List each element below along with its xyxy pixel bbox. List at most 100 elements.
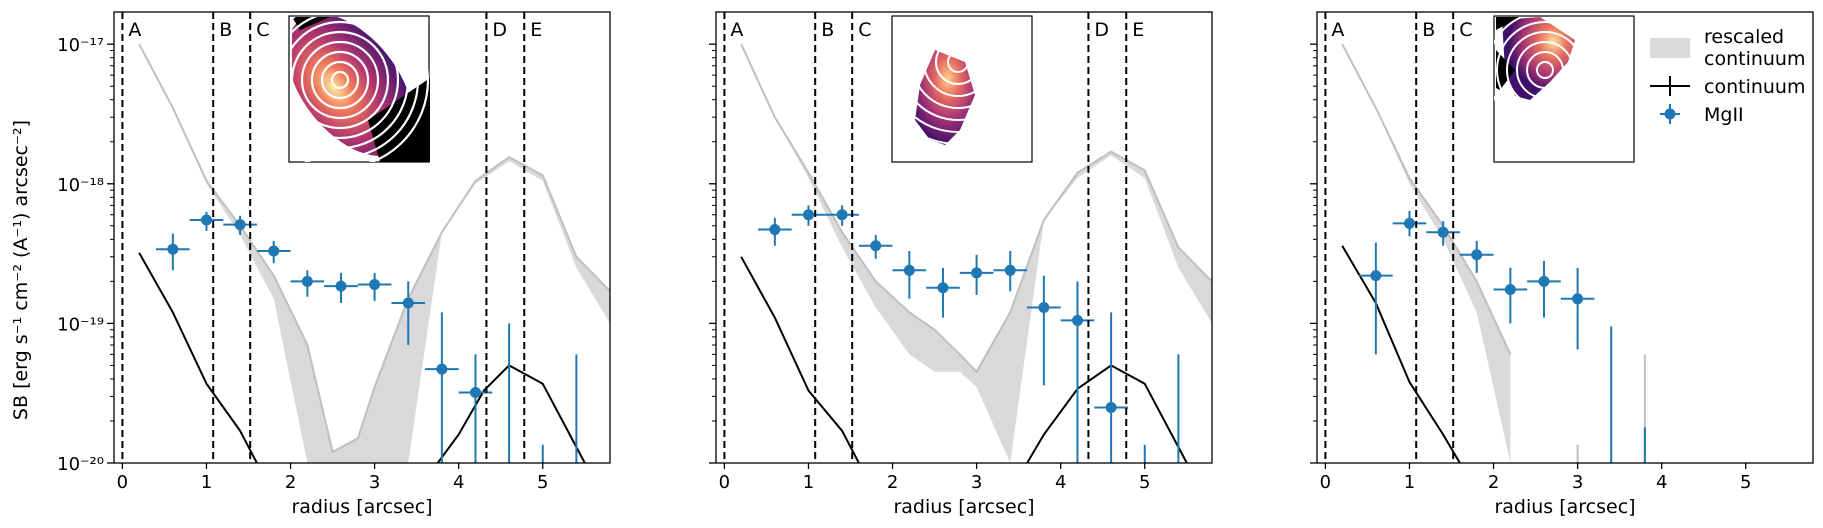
mgii-point [369, 278, 381, 290]
rescaled-continuum-line [1341, 43, 1512, 355]
rescaled-continuum-band [741, 44, 1212, 463]
region-label-e: E [1132, 19, 1144, 41]
panel-middle: A B C D E 0 1 2 3 4 5 radius [arcsec] [709, 11, 1213, 518]
plot-area [1341, 43, 1646, 463]
region-label-e: E [530, 19, 542, 41]
mgii-point [200, 214, 212, 226]
mgii-point [167, 243, 179, 255]
rescaled-continuum-line [740, 43, 1212, 374]
mgii-point [1538, 275, 1550, 287]
mgii-point [301, 275, 313, 287]
mgii-point [1105, 401, 1117, 413]
region-label-c: C [256, 19, 269, 41]
mgii-point [1038, 301, 1050, 313]
x-tick-label: 3 [369, 472, 380, 493]
y-tick-label: 10⁻¹⁸ [57, 175, 104, 196]
mgii-point [1004, 264, 1016, 276]
x-tick-label: 4 [1656, 472, 1667, 493]
x-axis-label: radius [arcsec] [893, 496, 1034, 518]
x-tick-label: 3 [1572, 472, 1583, 493]
x-tick-label: 5 [537, 472, 548, 493]
x-tick-label: 3 [971, 472, 982, 493]
x-tick-label: 5 [1740, 472, 1751, 493]
mgii-point [971, 267, 983, 279]
x-tick-label: 5 [1139, 472, 1150, 493]
x-tick-label: 0 [1320, 472, 1331, 493]
region-label-d: D [492, 19, 507, 41]
inset-image-middle [891, 15, 1033, 163]
region-label-c: C [1459, 19, 1472, 41]
legend-swatch-rescaled [1650, 38, 1690, 58]
plot-area [138, 43, 610, 463]
mgii-point [335, 280, 347, 292]
x-tick-label: 1 [1404, 472, 1415, 493]
legend-entry-mgii: MgII [1660, 104, 1744, 126]
y-tick-label: 10⁻¹⁷ [57, 35, 104, 56]
mgii-point [937, 282, 949, 294]
plot-area [740, 43, 1212, 463]
mgii-point [268, 245, 280, 257]
x-axis-label: radius [arcsec] [1494, 496, 1635, 518]
mgii-point [1437, 226, 1449, 238]
region-label-c: C [858, 19, 871, 41]
y-tick-label: 10⁻¹⁹ [57, 314, 104, 335]
inset-image-right [1493, 15, 1635, 163]
x-tick-label: 4 [1055, 472, 1066, 493]
x-tick-label: 1 [803, 472, 814, 493]
axes-frame [715, 11, 1213, 464]
mgii-point [1471, 249, 1483, 261]
rescaled-continuum-band [1342, 44, 1511, 463]
region-label-a: A [730, 19, 743, 41]
legend-swatch-mgii-point [1664, 108, 1676, 120]
continuum-line [1341, 245, 1461, 463]
continuum-line [740, 256, 860, 463]
legend-label-continuum: continuum [1704, 76, 1805, 98]
x-tick-label: 2 [887, 472, 898, 493]
region-label-a: A [128, 19, 141, 41]
mgii-point [1370, 270, 1382, 282]
x-tick-label: 0 [719, 472, 730, 493]
continuum-line-secondary [436, 364, 586, 463]
x-axis-label: radius [arcsec] [291, 496, 432, 518]
mgii-point [234, 219, 246, 231]
region-label-d: D [1094, 19, 1109, 41]
y-axis-label: SB [erg s⁻¹ cm⁻² (A⁻¹) arcsec⁻²] [10, 120, 32, 420]
axes-frame [113, 11, 611, 464]
rescaled-continuum-line [138, 43, 610, 454]
mgii-point [802, 209, 814, 221]
panel-right: A B C 0 1 2 3 4 5 radius [arcsec] [1310, 11, 1814, 518]
mgii-point [1504, 283, 1516, 295]
x-tick-label: 2 [285, 472, 296, 493]
region-label-a: A [1331, 19, 1344, 41]
x-tick-label: 1 [201, 472, 212, 493]
legend-label-rescaled: rescaled [1704, 26, 1784, 48]
continuum-line [138, 252, 258, 463]
mgii-point [903, 264, 915, 276]
mgii-point [469, 386, 481, 398]
mgii-point [436, 363, 448, 375]
mgii-point [1403, 217, 1415, 229]
legend-entry-continuum: continuum [1650, 76, 1805, 98]
region-label-b: B [219, 19, 232, 41]
mgii-point [1071, 314, 1083, 326]
mgii-point [870, 240, 882, 252]
region-label-b: B [821, 19, 834, 41]
x-tick-label: 0 [117, 472, 128, 493]
mgii-point [1572, 293, 1584, 305]
mgii-point [402, 297, 414, 309]
legend-label-mgii: MgII [1704, 104, 1744, 126]
axes-frame [1316, 11, 1814, 464]
continuum-line-secondary [1026, 364, 1188, 463]
x-tick-label: 4 [453, 472, 464, 493]
y-tick-label: 10⁻²⁰ [57, 454, 104, 475]
legend-label-rescaled: continuum [1704, 48, 1805, 70]
mgii-point [836, 209, 848, 221]
x-tick-label: 2 [1488, 472, 1499, 493]
mgii-point [769, 224, 781, 236]
region-label-b: B [1422, 19, 1435, 41]
panel-left: A B C D E 0 1 2 3 4 5 radius [arcsec] 10⁻²⁰ 10⁻¹⁹ 10⁻¹… [57, 11, 611, 518]
inset-image-left [288, 15, 430, 163]
